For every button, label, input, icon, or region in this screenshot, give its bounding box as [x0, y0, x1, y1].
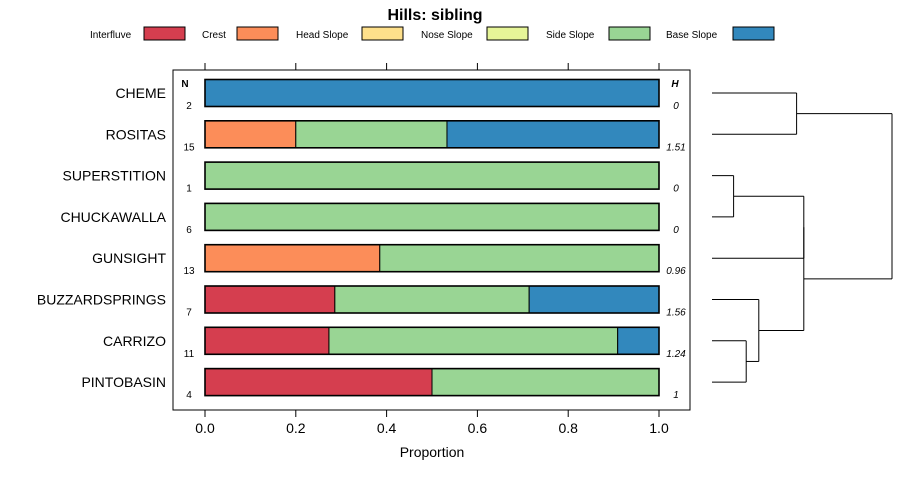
bar-outline: [204, 161, 660, 190]
row-carrizo: CARRIZO 11 1.24: [103, 326, 686, 360]
category-label: PINTOBASIN: [81, 374, 166, 390]
n-value: 6: [186, 225, 192, 236]
h-value: 1.24: [666, 349, 686, 360]
legend-label-base-slope: Base Slope: [666, 30, 718, 41]
bar-segment-interfluve: [204, 326, 330, 355]
legend-label-interfluve: Interfluve: [90, 30, 132, 41]
bar-outline: [204, 202, 660, 232]
bar-segment-side-slope: [204, 161, 660, 190]
bar-outline: [204, 326, 660, 356]
chart-title: Hills: sibling: [387, 7, 482, 24]
category-label: SUPERSTITION: [63, 168, 166, 184]
h-value: 0: [673, 225, 679, 236]
legend-swatch-head-slope: [361, 26, 404, 41]
n-value: 13: [183, 266, 195, 277]
n-value: 1: [186, 184, 192, 195]
legend-label-head-slope: Head Slope: [296, 30, 349, 41]
bar-outline: [204, 120, 660, 149]
legend-label-side-slope: Side Slope: [546, 30, 595, 41]
x-tick-label: 0.0: [195, 420, 215, 436]
row-pintobasin: PINTOBASIN 4 1: [81, 367, 679, 401]
h-value: 1.51: [666, 142, 685, 153]
h-header: H: [671, 79, 679, 90]
dendrogram: [712, 92, 893, 383]
bar-segment-base-slope: [446, 120, 660, 149]
bar-segment-interfluve: [204, 285, 336, 314]
bar-segment-side-slope: [328, 326, 619, 355]
legend-label-crest: Crest: [202, 30, 226, 41]
plot-frame: [172, 69, 691, 411]
category-label: ROSITAS: [106, 126, 166, 142]
legend-swatch-crest: [236, 26, 279, 41]
legend-swatch-nose-slope: [486, 26, 529, 41]
bar-segment-side-slope: [334, 285, 530, 314]
legend: Interfluve Crest Head Slope Nose Slope Side …: [90, 26, 775, 41]
bar-segment-base-slope: [617, 326, 660, 355]
top-ticks: [204, 63, 660, 70]
category-label: CHEME: [115, 85, 166, 101]
x-axis: 0.0 0.2 0.4 0.6 0.8 1.0: [195, 410, 669, 436]
category-label: GUNSIGHT: [92, 250, 166, 266]
row-buzzardsprings: BUZZARDSPRINGS 7 1.56: [37, 285, 686, 319]
n-value: 4: [186, 390, 192, 401]
h-value: 1: [673, 390, 679, 401]
h-value: 0.96: [666, 266, 686, 277]
h-value: 1.56: [666, 308, 686, 319]
bar-segment-side-slope: [204, 202, 660, 231]
n-value: 15: [183, 142, 195, 153]
bar-segment-side-slope: [295, 120, 448, 149]
category-label: CARRIZO: [103, 333, 166, 349]
category-label: CHUCKAWALLA: [60, 209, 166, 225]
legend-label-nose-slope: Nose Slope: [421, 30, 473, 41]
bar-segment-side-slope: [431, 368, 660, 397]
h-value: 0: [673, 184, 679, 195]
row-cheme: CHEME 2 0: [115, 78, 679, 112]
bar-segment-crest: [204, 120, 297, 149]
x-tick-label: 0.8: [558, 420, 578, 436]
legend-swatch-base-slope: [732, 26, 775, 41]
bar-segment-interfluve: [204, 368, 433, 397]
x-tick-label: 0.6: [468, 420, 488, 436]
n-value: 2: [186, 101, 192, 112]
legend-swatch-side-slope: [608, 26, 651, 41]
bar-outline: [204, 243, 660, 273]
bar-outline: [204, 285, 660, 314]
category-label: BUZZARDSPRINGS: [37, 292, 166, 308]
bar-outline: [204, 367, 660, 397]
legend-swatch-interfluve: [143, 26, 186, 41]
x-axis-label: Proportion: [400, 444, 465, 460]
bar-segment-crest: [204, 244, 381, 273]
x-tick-label: 0.4: [377, 420, 397, 436]
row-superstition: SUPERSTITION 1 0: [63, 161, 679, 195]
bar-segment-side-slope: [379, 244, 660, 273]
bar-segment-base-slope: [204, 79, 660, 107]
n-header: N: [181, 79, 188, 90]
n-value: 11: [184, 349, 195, 360]
row-rositas: ROSITAS 15 1.51: [106, 120, 686, 153]
x-tick-label: 1.0: [649, 420, 669, 436]
bar-segment-base-slope: [528, 285, 660, 314]
bar-outline: [204, 78, 660, 108]
n-value: 7: [186, 308, 192, 319]
row-chuckawalla: CHUCKAWALLA 6 0: [60, 202, 679, 236]
x-tick-label: 0.2: [286, 420, 306, 436]
h-value: 0: [673, 101, 679, 112]
row-gunsight: GUNSIGHT 13 0.96: [92, 243, 686, 277]
